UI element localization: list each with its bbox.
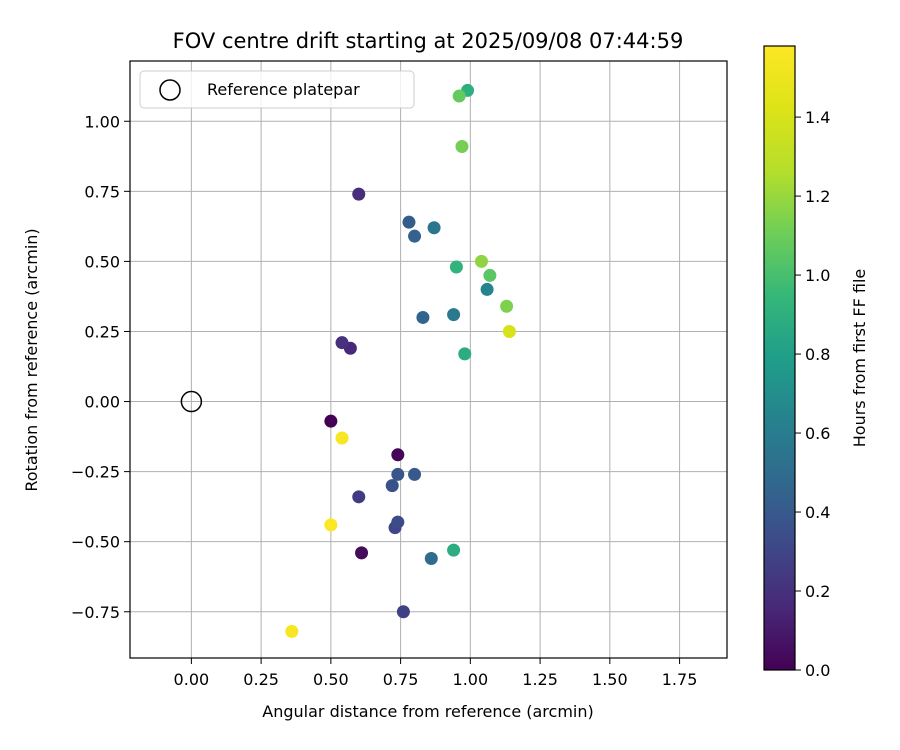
data-point bbox=[324, 518, 338, 532]
y-tick-label: −0.50 bbox=[71, 533, 120, 552]
data-point bbox=[449, 260, 463, 274]
chart-title: FOV centre drift starting at 2025/09/08 … bbox=[173, 29, 684, 53]
x-tick-label: 0.25 bbox=[243, 670, 279, 689]
x-tick-label: 0.00 bbox=[174, 670, 210, 689]
data-point bbox=[502, 324, 516, 338]
legend-label: Reference platepar bbox=[207, 80, 360, 99]
x-tick-label: 0.50 bbox=[313, 670, 349, 689]
y-tick-label: 0.00 bbox=[84, 393, 120, 412]
data-point bbox=[402, 215, 416, 229]
colorbar-tick-label: 0.8 bbox=[805, 345, 830, 364]
data-point bbox=[335, 431, 349, 445]
x-tick-label: 1.50 bbox=[592, 670, 628, 689]
data-point bbox=[447, 543, 461, 557]
x-axis-ticks: 0.00 0.25 0.50 0.75 1.00 1.25 1.50 1.75 bbox=[174, 658, 698, 689]
legend-box bbox=[139, 70, 415, 109]
data-point bbox=[385, 479, 399, 493]
colorbar-tick-label: 0.6 bbox=[805, 424, 830, 443]
y-axis-label: Rotation from reference (arcmin) bbox=[22, 228, 41, 491]
data-point bbox=[285, 624, 299, 638]
data-point bbox=[475, 254, 489, 268]
colorbar-tick-label: 0.2 bbox=[805, 582, 830, 601]
data-point bbox=[408, 229, 422, 243]
data-point bbox=[500, 299, 514, 313]
data-point bbox=[352, 490, 366, 504]
colorbar-tick-label: 1.2 bbox=[805, 187, 830, 206]
grid bbox=[130, 61, 727, 658]
colorbar-tick-label: 0.4 bbox=[805, 503, 830, 522]
data-point bbox=[447, 308, 461, 322]
colorbar: 0.0 0.2 0.4 0.6 0.8 1.0 1.2 1.4 Hours from firs… bbox=[763, 45, 869, 680]
x-tick-label: 0.75 bbox=[383, 670, 419, 689]
y-axis-ticks: −0.75 −0.50 −0.25 0.00 0.25 0.50 0.75 1.00 bbox=[71, 112, 130, 622]
y-tick-label: 1.00 bbox=[84, 112, 120, 131]
x-tick-label: 1.00 bbox=[453, 670, 489, 689]
data-point bbox=[391, 515, 405, 529]
data-point bbox=[416, 310, 430, 324]
data-point bbox=[452, 89, 466, 103]
colorbar-tick-label: 0.0 bbox=[805, 661, 830, 680]
data-point bbox=[483, 268, 497, 282]
legend[interactable]: Reference platepar bbox=[139, 70, 415, 109]
data-point bbox=[458, 347, 472, 361]
y-tick-label: 0.75 bbox=[84, 182, 120, 201]
legend-marker-icon bbox=[159, 79, 181, 101]
x-axis-label: Angular distance from reference (arcmin) bbox=[262, 702, 593, 721]
colorbar-label: Hours from first FF file bbox=[850, 269, 869, 448]
y-tick-label: 0.50 bbox=[84, 252, 120, 271]
reference-platepar-marker bbox=[180, 390, 203, 413]
colorbar-gradient bbox=[764, 46, 795, 670]
data-point bbox=[480, 282, 494, 296]
colorbar-ticks: 0.0 0.2 0.4 0.6 0.8 1.0 1.2 1.4 bbox=[795, 108, 830, 680]
data-point bbox=[424, 552, 438, 565]
x-tick-label: 1.75 bbox=[662, 670, 698, 689]
data-point bbox=[391, 448, 405, 462]
data-point bbox=[335, 336, 349, 350]
x-tick-label: 1.25 bbox=[522, 670, 558, 689]
colorbar-tick-label: 1.4 bbox=[805, 108, 830, 127]
data-points bbox=[285, 83, 516, 638]
data-point bbox=[391, 467, 405, 481]
colorbar-tick-label: 1.0 bbox=[805, 266, 830, 285]
data-point bbox=[455, 139, 469, 153]
plot-frame bbox=[129, 60, 728, 659]
data-point bbox=[352, 187, 366, 201]
data-point bbox=[396, 605, 410, 619]
data-point bbox=[427, 221, 441, 235]
data-point bbox=[324, 414, 338, 428]
data-point bbox=[408, 467, 422, 481]
y-tick-label: −0.75 bbox=[71, 603, 120, 622]
colorbar-frame bbox=[763, 45, 796, 671]
y-tick-label: 0.25 bbox=[84, 322, 120, 341]
data-point bbox=[355, 546, 369, 560]
y-tick-label: −0.25 bbox=[71, 463, 120, 482]
